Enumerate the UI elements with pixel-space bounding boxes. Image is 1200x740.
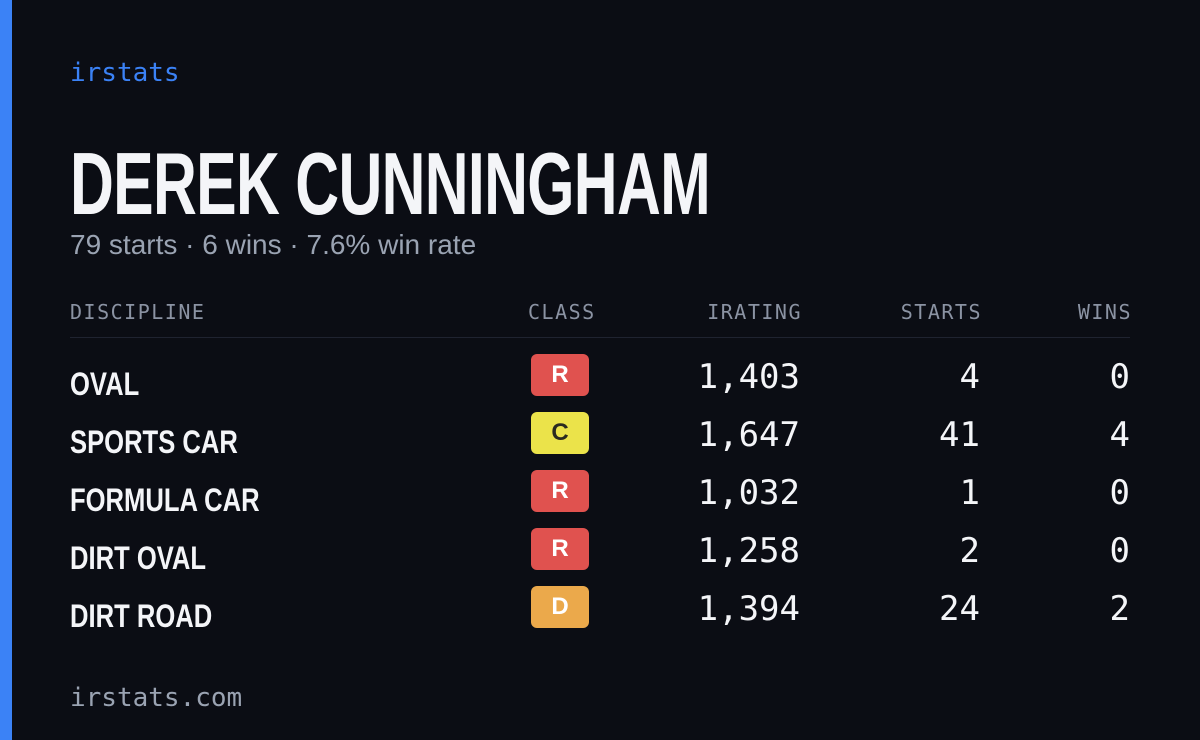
column-header: STARTS <box>900 300 982 324</box>
irating: 1,647 <box>697 415 800 455</box>
wins: 4 <box>1109 415 1130 455</box>
discipline: SPORTS CAR <box>70 424 238 460</box>
starts: 2 <box>959 531 980 571</box>
starts: 4 <box>959 357 980 397</box>
irating: 1,258 <box>697 531 800 571</box>
class-badge: R <box>531 528 589 570</box>
wins: 0 <box>1109 531 1130 571</box>
wins: 2 <box>1109 589 1130 629</box>
class-badge: D <box>531 586 589 628</box>
column-header: DISCIPLINE <box>70 300 206 324</box>
starts: 1 <box>959 473 980 513</box>
column-header: IRATING <box>707 300 802 324</box>
wins: 0 <box>1109 473 1130 513</box>
irating: 1,403 <box>697 357 800 397</box>
footer: irstats.com <box>70 683 243 713</box>
starts: 41 <box>939 415 980 455</box>
discipline: OVAL <box>70 366 140 402</box>
discipline: DIRT OVAL <box>70 540 207 576</box>
driver-name: DEREK CUNNINGHAM <box>70 134 711 233</box>
brand: irstats <box>70 58 180 88</box>
class-badge: C <box>531 412 589 454</box>
starts: 24 <box>939 589 980 629</box>
discipline: DIRT ROAD <box>70 598 213 634</box>
irating: 1,032 <box>697 473 800 513</box>
class-badge: R <box>531 470 589 512</box>
wins: 0 <box>1109 357 1130 397</box>
irating: 1,394 <box>697 589 800 629</box>
class-badge: R <box>531 354 589 396</box>
header-rule <box>70 337 1130 338</box>
discipline: FORMULA CAR <box>70 482 260 518</box>
column-header: CLASS <box>528 300 596 324</box>
accent-bar <box>0 0 12 740</box>
column-header: WINS <box>1077 300 1132 324</box>
summary: 79 starts · 6 wins · 7.6% win rate <box>70 229 477 260</box>
